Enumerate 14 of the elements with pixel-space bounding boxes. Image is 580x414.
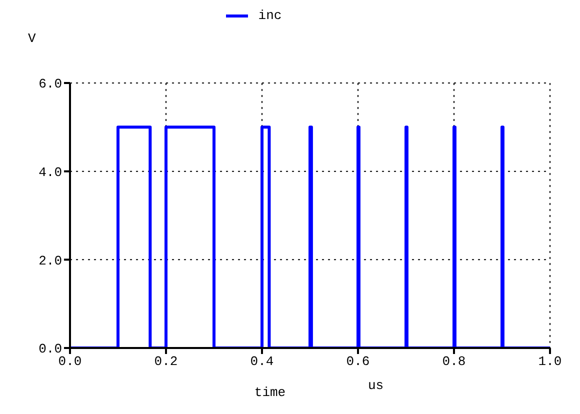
text: us — [368, 378, 384, 393]
y-axis-title: V — [28, 31, 36, 46]
x-tick-label: 1.0 — [538, 354, 562, 370]
y-tick-label: 2.0 — [38, 253, 62, 268]
x-tick-label: 0.4 — [250, 354, 274, 370]
y-tick-label: 4.0 — [38, 164, 62, 180]
x-tick-label: 0.6 — [346, 354, 370, 370]
x-axis-title: time — [254, 385, 286, 400]
x-tick-label: 0.2 — [154, 354, 178, 370]
x-tick-label: 0.8 — [442, 354, 466, 370]
y-tick-label: 0.0 — [38, 342, 62, 357]
legend-label: inc — [258, 8, 282, 23]
x-tick-label: 0.0 — [58, 354, 82, 370]
y-tick-label: 6.0 — [38, 76, 62, 92]
